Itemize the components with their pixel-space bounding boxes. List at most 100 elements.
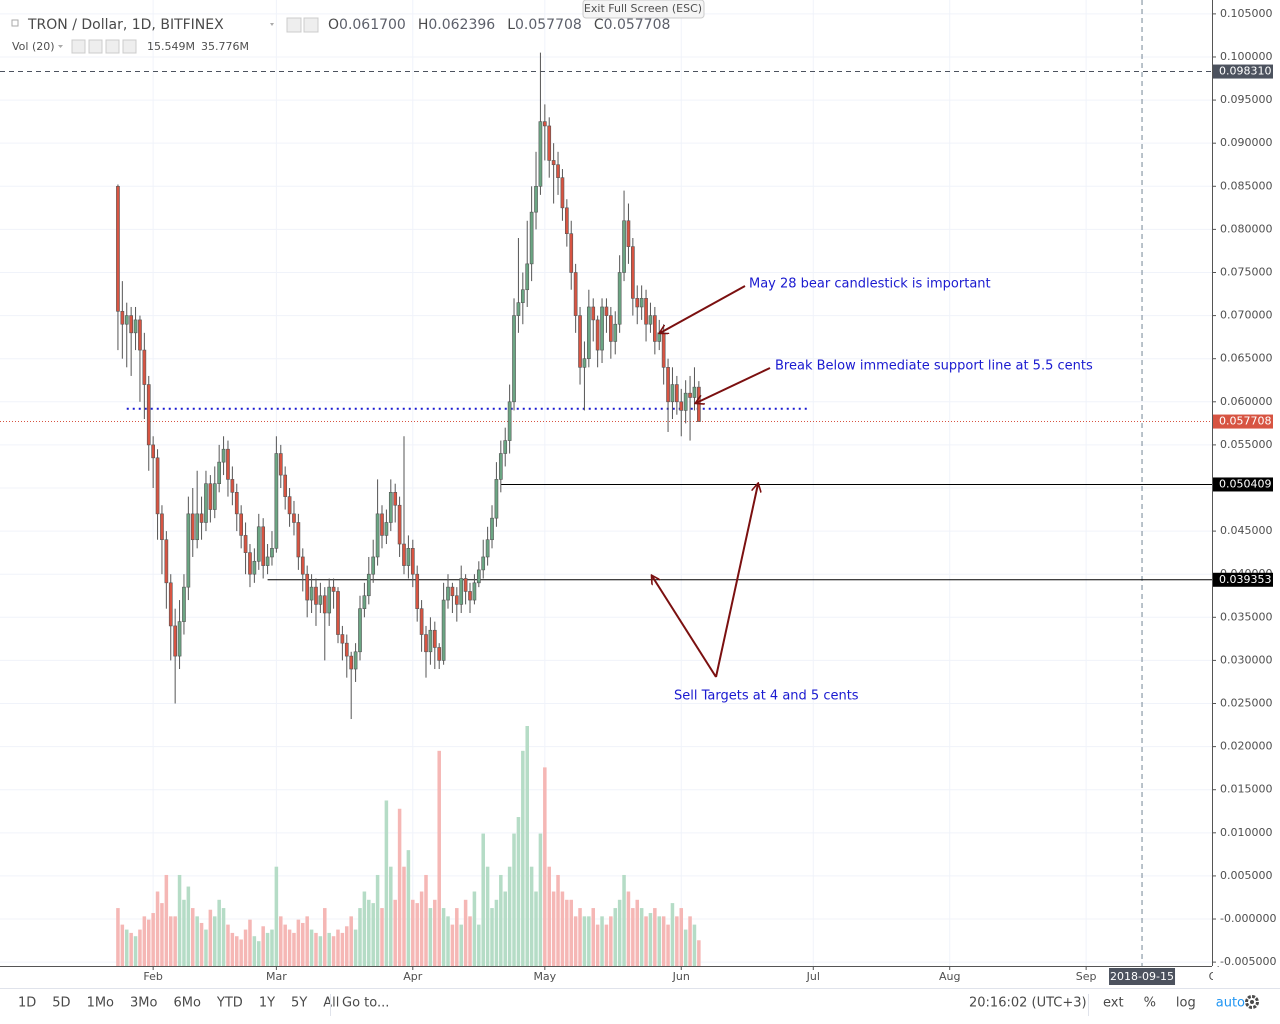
option-button[interactable]: % — [1144, 996, 1156, 1011]
range-button[interactable]: 1Mo — [87, 996, 114, 1011]
crosshair-date-box — [1109, 968, 1176, 985]
volume-bar — [331, 936, 336, 966]
candle-body — [424, 634, 428, 653]
dropdown-icon[interactable] — [270, 23, 274, 26]
volume-bar — [477, 924, 481, 966]
toolbar — [0, 988, 1280, 1024]
range-button[interactable]: 6Mo — [173, 996, 200, 1011]
volume-bar — [499, 874, 503, 966]
settings-gear[interactable] — [1245, 995, 1259, 1009]
volume-bar — [534, 891, 538, 966]
volume-bar — [490, 908, 494, 966]
option-button[interactable]: ext — [1103, 996, 1124, 1011]
volume-bar — [512, 833, 516, 966]
candle-body — [366, 573, 371, 597]
volume-bar — [142, 916, 147, 966]
volume-bar — [455, 908, 459, 966]
volume-bar — [468, 916, 472, 966]
level-label: 0.057708 — [1219, 415, 1272, 428]
candle-body — [534, 185, 538, 213]
volume-bar — [485, 866, 490, 966]
candle-body — [164, 539, 169, 584]
range-button[interactable]: 5Y — [291, 996, 307, 1011]
volume-bar — [516, 817, 521, 966]
legend: TRON / Dollar, 1D, BITFINEX O 0.061700 H 0.… — [11, 17, 670, 54]
volume-bar — [626, 891, 631, 966]
volume-bar — [305, 916, 309, 966]
range-button[interactable]: 5D — [52, 996, 70, 1011]
candle-body — [653, 315, 657, 342]
volume-bar — [433, 899, 437, 966]
candle-body — [278, 453, 283, 476]
level-label-box — [1213, 64, 1273, 79]
icon[interactable] — [105, 39, 120, 54]
candle-body — [679, 401, 684, 411]
y-tick-label: 0.065000 — [1220, 352, 1273, 365]
candle-body — [688, 392, 692, 398]
volume-bar — [397, 808, 402, 966]
volume-bar — [573, 916, 578, 966]
candle-body — [388, 492, 393, 523]
candle-body — [331, 586, 336, 592]
volume-bar — [248, 919, 252, 966]
candle-body — [327, 586, 332, 614]
ohlc-value: 0.057708 — [515, 17, 582, 33]
settings-icon[interactable] — [286, 17, 302, 33]
settings-icon[interactable] — [303, 17, 319, 33]
candle-body — [243, 535, 248, 553]
volume-bar — [591, 908, 595, 966]
candle-body — [402, 543, 406, 566]
y-tick-label: 0.055000 — [1220, 438, 1273, 451]
candle-body — [560, 177, 565, 209]
candles — [116, 52, 701, 720]
range-button[interactable]: 3Mo — [130, 996, 157, 1011]
volume-bar — [116, 908, 120, 966]
range-button[interactable]: All — [323, 996, 339, 1011]
candle-body — [578, 315, 582, 368]
dropdown-icon[interactable] — [58, 45, 63, 48]
volume-ma-value: 35.776M — [201, 40, 249, 53]
option-button[interactable]: auto — [1216, 996, 1245, 1011]
x-tick-label: Apr — [403, 970, 423, 983]
candle-body — [542, 121, 547, 127]
volume-bar — [358, 908, 362, 966]
candle-body — [221, 448, 226, 463]
candle-body — [212, 483, 217, 510]
candle-body — [661, 332, 666, 368]
volume-bar — [133, 936, 138, 966]
option-button[interactable]: log — [1176, 996, 1196, 1011]
candle-body — [626, 220, 631, 247]
exit-fullscreen-button[interactable] — [582, 0, 705, 19]
candle-body — [256, 526, 261, 562]
candle-body — [666, 367, 670, 403]
icon[interactable] — [71, 39, 86, 54]
volume-bar — [617, 899, 622, 966]
candle-body — [129, 315, 133, 334]
candle-body — [525, 263, 530, 291]
y-tick-label: 0.100000 — [1220, 50, 1273, 63]
volume-bar — [221, 908, 226, 966]
candle-body — [380, 513, 384, 536]
volume-bar — [213, 916, 217, 966]
candle-body — [199, 513, 204, 523]
level-label-box — [1213, 414, 1273, 429]
candle-body — [683, 392, 688, 411]
y-tick-label: 0.030000 — [1220, 653, 1273, 666]
range-button[interactable]: 1Y — [259, 996, 275, 1011]
volume-bar — [648, 913, 653, 966]
y-tick-label: -0.000000 — [1220, 912, 1276, 925]
range-button[interactable]: 1D — [18, 996, 36, 1011]
candle-body — [446, 586, 450, 601]
icon[interactable] — [88, 39, 103, 54]
range-button[interactable]: YTD — [216, 996, 243, 1011]
volume-bar — [375, 874, 380, 966]
volume-bar — [226, 924, 230, 966]
icon[interactable] — [122, 39, 137, 54]
collapse-icon[interactable] — [11, 19, 19, 27]
annotation: Break Below immediate support line at 5.… — [775, 359, 1093, 374]
ohlc-legend: O 0.061700 H 0.062396 L 0.057708 C 0.057708 — [328, 17, 670, 33]
y-tick-label: 0.015000 — [1220, 783, 1273, 796]
volume-bar — [270, 929, 274, 966]
y-tick-label: 0.060000 — [1220, 395, 1273, 408]
goto-button[interactable]: Go to... — [342, 996, 389, 1011]
